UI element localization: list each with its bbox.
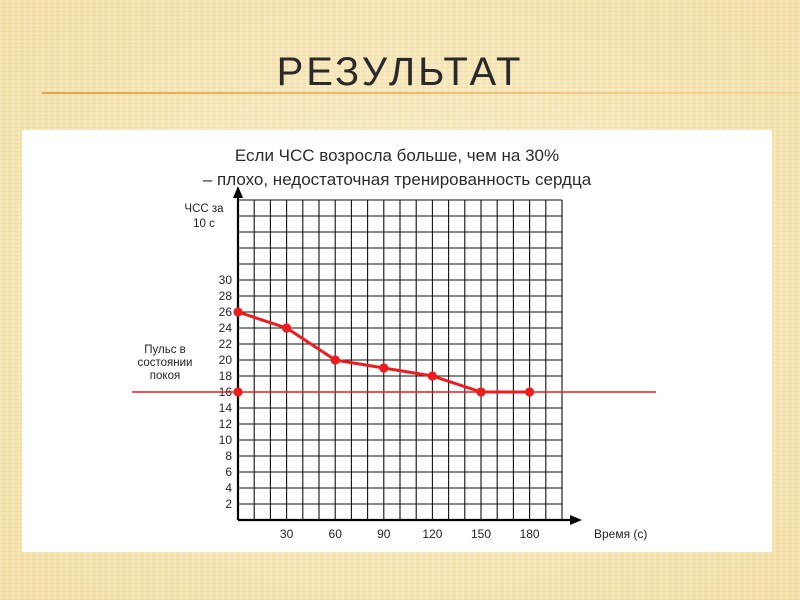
y-tick-label: 18 <box>219 369 233 383</box>
data-point <box>282 323 292 333</box>
title-divider <box>42 92 800 94</box>
resting-pulse-label: Пульс в <box>144 344 186 356</box>
y-tick-label: 2 <box>225 497 232 511</box>
y-tick-label: 20 <box>219 353 233 367</box>
y-axis-label-unit: 10 с <box>193 218 215 230</box>
y-tick-label: 8 <box>225 449 232 463</box>
x-axis-arrow-icon <box>570 515 582 525</box>
y-axis-arrow-icon <box>233 186 243 198</box>
y-tick-label: 22 <box>219 337 233 351</box>
x-tick-label: 150 <box>471 527 491 541</box>
chart-subtitle: – плохо, недостаточная тренированность с… <box>202 170 592 189</box>
x-tick-label: 120 <box>422 527 442 541</box>
x-tick-label: 180 <box>520 527 540 541</box>
y-tick-label: 24 <box>219 321 233 335</box>
y-axis-label: ЧСС за <box>184 203 224 215</box>
chart-title: Если ЧСС возросла больше, чем на 30% <box>234 146 560 165</box>
data-point <box>330 355 340 365</box>
data-point <box>427 371 437 381</box>
resting-pulse-label: покоя <box>150 370 180 382</box>
x-tick-label: 60 <box>329 527 343 541</box>
y-tick-label: 12 <box>219 417 233 431</box>
y-tick-label: 14 <box>219 401 233 415</box>
x-tick-label: 90 <box>377 527 391 541</box>
x-axis-label: Время (с) <box>594 527 647 541</box>
x-tick-label: 30 <box>280 527 294 541</box>
data-point <box>233 307 243 317</box>
resting-pulse-label: состоянии <box>138 357 193 369</box>
data-point <box>476 387 486 397</box>
data-point <box>379 363 389 373</box>
y-tick-label: 4 <box>225 481 232 495</box>
y-tick-label: 28 <box>219 289 233 303</box>
y-tick-label: 6 <box>225 465 232 479</box>
y-tick-label: 30 <box>219 273 233 287</box>
chart-panel: Если ЧСС возросла больше, чем на 30% – п… <box>22 130 772 552</box>
y-tick-label: 26 <box>219 305 233 319</box>
data-point <box>525 387 535 397</box>
resting-pulse-point <box>233 387 243 397</box>
slide-title: РЕЗУЛЬТАТ <box>276 50 524 94</box>
y-tick-label: 10 <box>219 433 233 447</box>
